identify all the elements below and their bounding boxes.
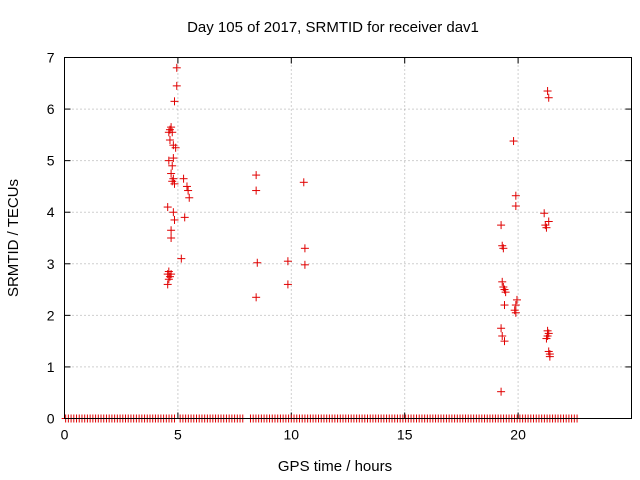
chart-title: Day 105 of 2017, SRMTID for receiver dav…	[187, 19, 479, 36]
x-tick-label: 10	[284, 427, 300, 443]
y-axis-label: SRMTID / TECUs	[5, 179, 22, 297]
data-point	[169, 154, 178, 163]
data-point	[167, 123, 176, 132]
x-tick-label: 5	[174, 427, 182, 443]
plot-frame	[64, 57, 632, 419]
data-point	[177, 254, 186, 263]
data-point	[512, 295, 521, 304]
data-point	[544, 93, 553, 102]
data-point	[511, 202, 520, 211]
data-points	[163, 63, 554, 396]
data-point	[172, 63, 181, 72]
data-point	[170, 179, 179, 188]
y-tick-label: 4	[47, 204, 55, 220]
data-point	[168, 161, 177, 170]
data-point	[167, 169, 176, 178]
data-point	[501, 288, 510, 297]
data-point	[167, 270, 176, 279]
y-tick-label: 3	[47, 256, 55, 272]
data-point	[543, 87, 552, 96]
data-point	[163, 203, 172, 212]
y-tick-label: 2	[47, 307, 55, 323]
data-point	[497, 221, 506, 230]
data-point	[511, 191, 520, 200]
data-point	[498, 277, 507, 286]
data-point	[511, 301, 520, 310]
x-tick-label: 15	[397, 427, 413, 443]
data-point	[184, 186, 193, 195]
data-point	[163, 280, 172, 289]
data-point	[169, 174, 178, 183]
data-point	[511, 308, 520, 317]
data-point	[168, 128, 177, 137]
data-point	[500, 301, 509, 310]
data-point	[498, 331, 507, 340]
y-tick-label: 0	[47, 411, 55, 427]
data-point	[171, 143, 180, 152]
y-tick-label: 5	[47, 153, 55, 169]
data-point	[167, 226, 176, 235]
data-point	[253, 258, 262, 267]
data-point	[172, 81, 181, 90]
data-point	[252, 171, 261, 180]
data-point	[165, 136, 174, 145]
grid	[64, 57, 632, 419]
y-tick-label: 1	[47, 359, 55, 375]
data-point	[542, 223, 551, 232]
data-point	[497, 387, 506, 396]
data-point	[252, 293, 261, 302]
data-point	[252, 186, 261, 195]
data-point	[499, 244, 508, 253]
data-point	[543, 326, 552, 335]
data-point	[167, 234, 176, 242]
y-tick-label: 6	[47, 101, 55, 117]
data-point	[300, 244, 309, 253]
data-point	[509, 137, 518, 146]
data-point	[179, 174, 188, 183]
data-point	[180, 213, 189, 222]
data-point	[164, 156, 173, 165]
axis-ticks: 0 5 10 15 20 0 1 2 3 4 5 6 7	[47, 50, 632, 443]
data-point	[500, 337, 509, 346]
x-tick-label: 20	[510, 427, 526, 443]
data-point	[544, 217, 553, 226]
data-point	[170, 97, 179, 106]
y-tick-label: 7	[47, 50, 55, 66]
x-tick-label: 0	[61, 427, 69, 443]
data-point	[545, 352, 554, 361]
data-point	[299, 178, 308, 187]
data-point	[185, 193, 194, 202]
data-point	[182, 182, 191, 191]
x-axis-label: GPS time / hours	[278, 458, 392, 475]
data-point	[169, 208, 178, 217]
data-point	[497, 324, 506, 333]
data-point	[540, 209, 549, 218]
data-point	[283, 257, 292, 266]
data-point	[300, 260, 309, 269]
data-point	[170, 215, 179, 224]
data-point	[283, 280, 292, 289]
